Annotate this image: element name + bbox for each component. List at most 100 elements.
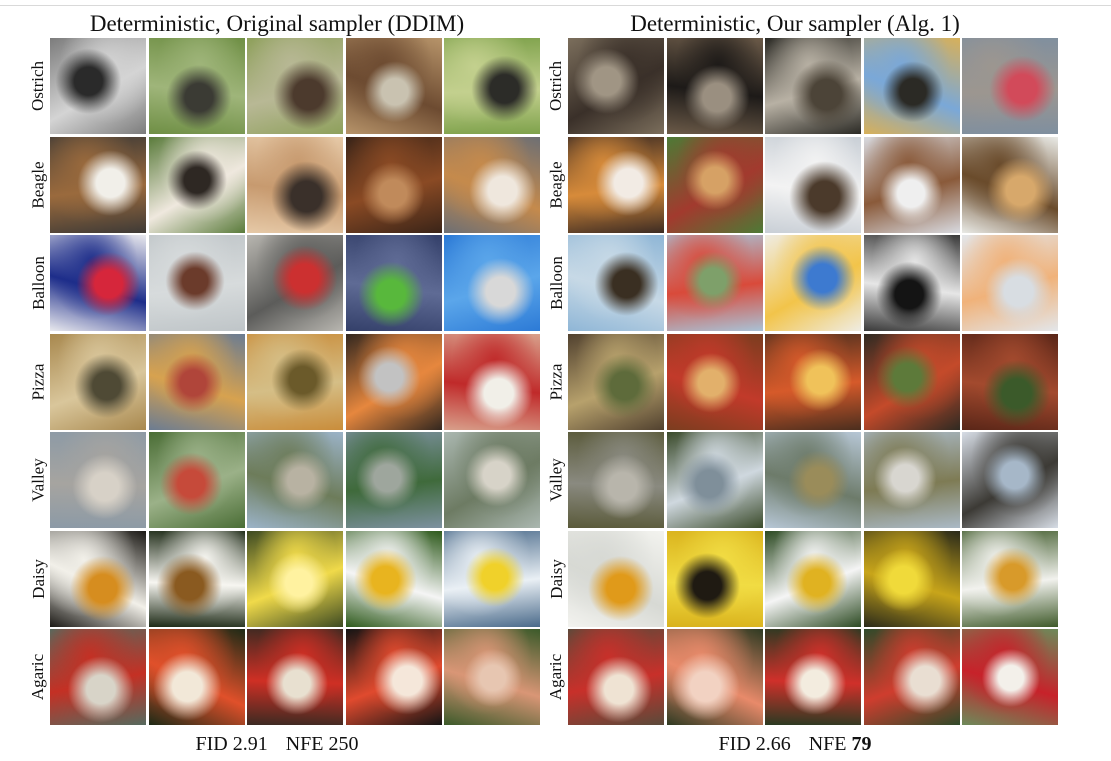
generated-sample-image [148,38,245,134]
generated-sample-image [247,432,343,528]
generated-sample-image [666,38,763,134]
generated-sample-image [568,136,664,233]
sample-row-balloon: Balloon [545,235,1060,331]
generated-sample-image [345,235,442,331]
fid-score: FID 2.91 [195,733,268,755]
generated-sample-image [50,333,146,430]
class-label: Balloon [546,256,566,310]
generated-sample-image [666,530,763,627]
panel-our-sampler: Deterministic, Our sampler (Alg. 1) Ostr… [545,8,1058,758]
generated-sample-image [247,629,343,725]
row-label: Balloon [545,235,568,331]
sample-row-ostrich: Ostrich [27,38,542,134]
generated-sample-image [345,432,442,528]
generated-sample-image [568,629,664,725]
generated-sample-image [863,333,960,430]
generated-sample-image [247,235,343,331]
class-label: Pizza [546,363,566,400]
generated-sample-image [863,530,960,627]
generated-sample-image [666,629,763,725]
sample-row-valley: Valley [545,432,1060,528]
generated-sample-image [863,136,960,233]
row-label: Beagle [545,137,568,233]
row-label: Beagle [27,137,50,233]
class-label: Daisy [28,558,48,599]
generated-sample-image [765,530,861,627]
generated-sample-image [765,432,861,528]
generated-sample-image [962,333,1058,430]
sample-row-beagle: Beagle [545,136,1060,233]
generated-sample-image [247,333,343,430]
generated-sample-image [50,629,146,725]
sample-row-balloon: Balloon [27,235,542,331]
generated-sample-image [962,432,1058,528]
generated-sample-image [666,235,763,331]
row-label: Balloon [27,235,50,331]
panel-caption: FID 2.91 NFE 250 [27,730,527,758]
generated-sample-image [765,333,861,430]
nfe-value: 250 [328,733,359,755]
generated-sample-image [345,136,442,233]
row-label: Agaric [545,629,568,725]
nfe-prefix: NFE [285,733,324,755]
generated-sample-image [148,235,245,331]
image-grid: Ostrich Beagle Balloon Pizza Valley Daisy Agar… [545,38,1060,728]
generated-sample-image [962,530,1058,627]
row-label: Pizza [27,334,50,430]
row-label: Ostrich [545,38,568,134]
generated-sample-image [50,136,146,233]
generated-sample-image [247,136,343,233]
generated-sample-image [50,432,146,528]
sample-row-pizza: Pizza [545,333,1060,430]
row-label: Valley [27,432,50,528]
sample-row-agaric: Agaric [27,629,542,725]
image-grid: Ostrich Beagle Balloon Pizza Valley Daisy Agar… [27,38,542,728]
generated-sample-image [444,235,540,331]
generated-sample-image [50,38,146,134]
generated-sample-image [345,38,442,134]
generated-sample-image [863,432,960,528]
class-label: Daisy [546,558,566,599]
class-label: Ostrich [28,60,48,112]
row-label: Agaric [27,629,50,725]
generated-sample-image [345,629,442,725]
generated-sample-image [962,235,1058,331]
row-label: Ostrich [27,38,50,134]
generated-sample-image [863,235,960,331]
class-label: Agaric [546,653,566,701]
row-label: Pizza [545,334,568,430]
generated-sample-image [568,530,664,627]
generated-sample-image [962,629,1058,725]
generated-sample-image [765,629,861,725]
generated-sample-image [568,333,664,430]
generated-sample-image [444,432,540,528]
generated-sample-image [444,530,540,627]
generated-sample-image [568,235,664,331]
sample-row-ostrich: Ostrich [545,38,1060,134]
generated-sample-image [765,38,861,134]
generated-sample-image [962,38,1058,134]
generated-sample-image [568,38,664,134]
generated-sample-image [666,136,763,233]
fid-score: FID 2.66 [718,733,791,755]
sample-row-valley: Valley [27,432,542,528]
generated-sample-image [148,432,245,528]
generated-sample-image [765,235,861,331]
panel-title: Deterministic, Our sampler (Alg. 1) [630,11,960,36]
sample-row-daisy: Daisy [545,530,1060,627]
generated-sample-image [50,235,146,331]
sample-row-daisy: Daisy [27,530,542,627]
sample-row-agaric: Agaric [545,629,1060,725]
generated-sample-image [863,629,960,725]
generated-sample-image [666,432,763,528]
panel-title: Deterministic, Original sampler (DDIM) [89,11,465,36]
class-label: Beagle [546,160,566,209]
generated-sample-image [666,333,763,430]
generated-sample-image [148,629,245,725]
nfe-prefix: NFE [808,733,847,755]
generated-sample-image [765,136,861,233]
generated-sample-image [148,530,245,627]
generated-sample-image [444,38,540,134]
top-divider [0,5,1111,6]
nfe-value: 79 [851,733,872,755]
